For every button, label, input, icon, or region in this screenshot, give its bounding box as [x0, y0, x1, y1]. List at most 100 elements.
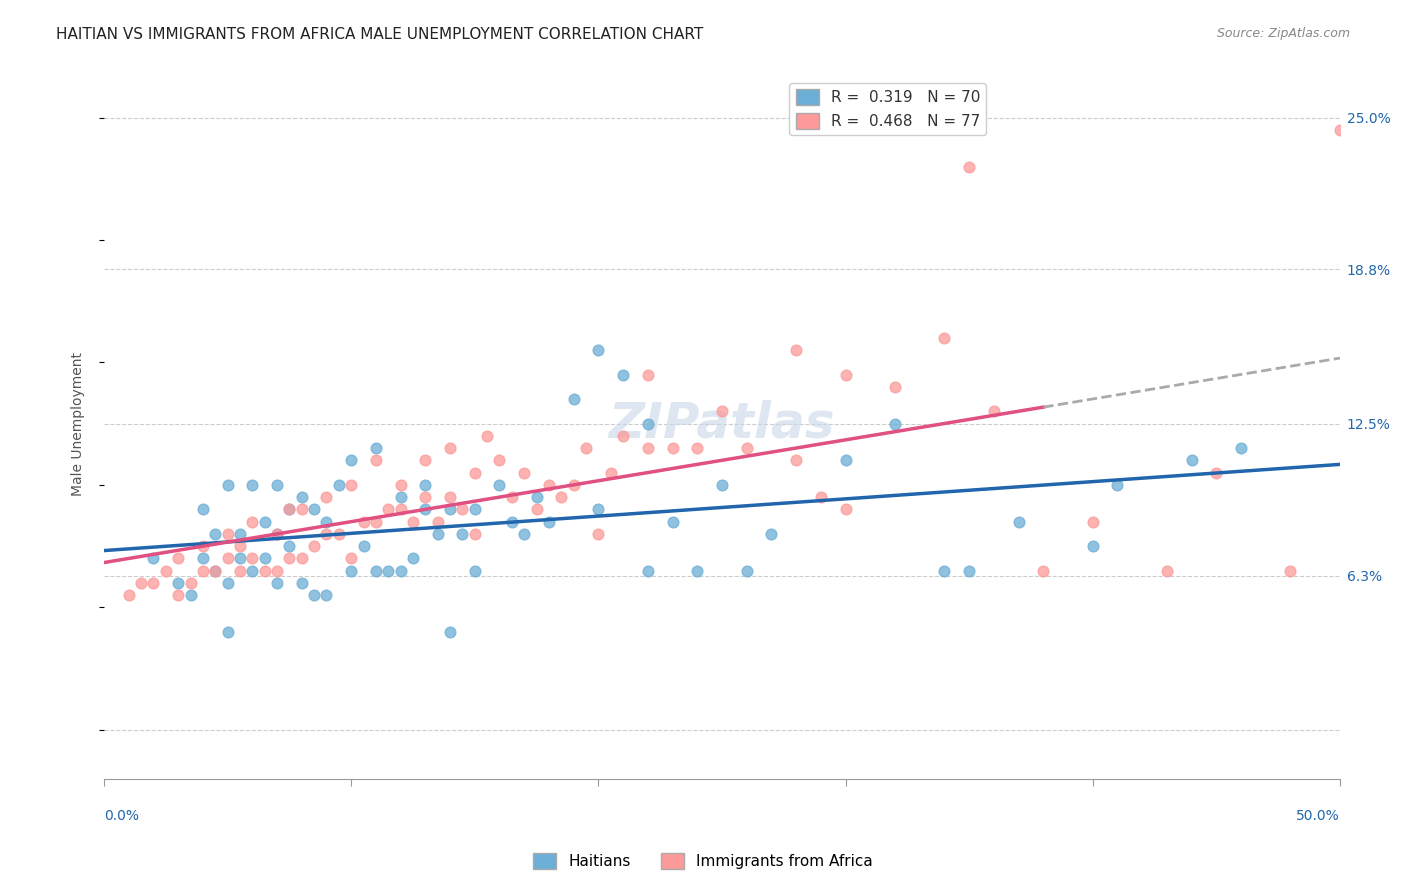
Text: 0.0%: 0.0%	[104, 809, 139, 823]
Point	[191, 502, 214, 516]
Point	[129, 576, 152, 591]
Point	[686, 441, 709, 455]
Point	[834, 453, 856, 467]
Point	[291, 490, 314, 504]
Point	[488, 478, 510, 492]
Point	[364, 564, 387, 578]
Point	[389, 564, 412, 578]
Point	[588, 527, 610, 541]
Text: 50.0%: 50.0%	[1296, 809, 1340, 823]
Point	[389, 490, 412, 504]
Point	[785, 453, 807, 467]
Point	[266, 478, 288, 492]
Point	[588, 502, 610, 516]
Point	[501, 490, 523, 504]
Point	[550, 490, 572, 504]
Point	[475, 429, 498, 443]
Point	[415, 490, 437, 504]
Point	[291, 551, 314, 566]
Point	[204, 564, 226, 578]
Point	[735, 564, 758, 578]
Point	[1007, 515, 1029, 529]
Point	[389, 478, 412, 492]
Point	[1205, 466, 1227, 480]
Point	[501, 515, 523, 529]
Point	[415, 502, 437, 516]
Point	[599, 466, 621, 480]
Point	[661, 441, 683, 455]
Point	[686, 564, 709, 578]
Point	[612, 429, 634, 443]
Point	[983, 404, 1005, 418]
Point	[464, 527, 486, 541]
Point	[191, 539, 214, 553]
Point	[439, 490, 461, 504]
Point	[612, 368, 634, 382]
Point	[513, 527, 536, 541]
Point	[142, 551, 165, 566]
Point	[302, 539, 325, 553]
Point	[934, 564, 956, 578]
Point	[957, 160, 980, 174]
Point	[179, 576, 201, 591]
Point	[513, 466, 536, 480]
Y-axis label: Male Unemployment: Male Unemployment	[72, 351, 86, 496]
Point	[328, 527, 350, 541]
Point	[389, 502, 412, 516]
Point	[710, 478, 733, 492]
Point	[353, 515, 375, 529]
Point	[315, 515, 337, 529]
Point	[1107, 478, 1129, 492]
Point	[464, 564, 486, 578]
Point	[266, 527, 288, 541]
Point	[1081, 539, 1104, 553]
Point	[191, 551, 214, 566]
Point	[364, 515, 387, 529]
Point	[488, 453, 510, 467]
Point	[229, 564, 252, 578]
Point	[637, 564, 659, 578]
Point	[167, 576, 190, 591]
Text: Source: ZipAtlas.com: Source: ZipAtlas.com	[1216, 27, 1350, 40]
Point	[464, 466, 486, 480]
Point	[377, 502, 399, 516]
Point	[637, 417, 659, 431]
Point	[785, 343, 807, 358]
Point	[253, 564, 276, 578]
Point	[364, 453, 387, 467]
Point	[167, 588, 190, 602]
Point	[1181, 453, 1204, 467]
Point	[426, 515, 449, 529]
Point	[353, 539, 375, 553]
Text: ZIPatlas: ZIPatlas	[609, 400, 835, 448]
Point	[266, 527, 288, 541]
Legend: Haitians, Immigrants from Africa: Haitians, Immigrants from Africa	[527, 847, 879, 875]
Point	[278, 502, 301, 516]
Point	[661, 515, 683, 529]
Point	[1329, 122, 1351, 136]
Point	[340, 551, 363, 566]
Point	[266, 564, 288, 578]
Point	[710, 404, 733, 418]
Point	[464, 502, 486, 516]
Point	[810, 490, 832, 504]
Point	[526, 502, 548, 516]
Point	[761, 527, 783, 541]
Point	[291, 502, 314, 516]
Point	[402, 551, 425, 566]
Point	[439, 441, 461, 455]
Point	[217, 551, 239, 566]
Point	[118, 588, 141, 602]
Point	[415, 478, 437, 492]
Point	[217, 624, 239, 639]
Point	[637, 368, 659, 382]
Point	[217, 527, 239, 541]
Point	[884, 380, 907, 394]
Point	[526, 490, 548, 504]
Point	[1156, 564, 1178, 578]
Point	[253, 551, 276, 566]
Point	[957, 564, 980, 578]
Point	[1032, 564, 1054, 578]
Point	[1081, 515, 1104, 529]
Point	[240, 551, 263, 566]
